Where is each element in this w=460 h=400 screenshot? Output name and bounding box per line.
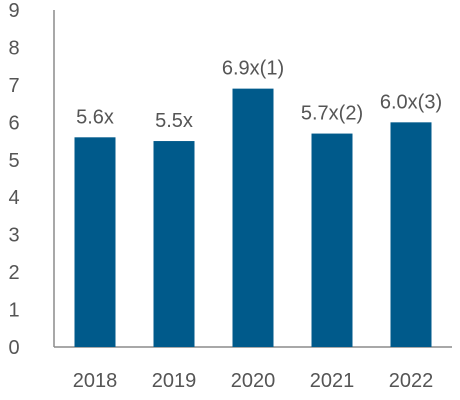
bar: [74, 137, 116, 347]
y-tick-label: 0: [8, 337, 19, 359]
data-label: 5.6x: [76, 106, 114, 128]
y-tick-label: 3: [8, 225, 19, 247]
data-label: 5.7x(2): [301, 103, 363, 125]
x-tick-label: 2021: [310, 370, 355, 392]
data-label: 6.0x(3): [380, 91, 442, 113]
data-label: 6.9x(1): [222, 58, 284, 80]
y-tick-label: 1: [8, 300, 19, 322]
bars: [74, 88, 432, 347]
bar: [232, 88, 274, 347]
bar: [153, 141, 195, 347]
y-tick-label: 6: [8, 112, 19, 134]
data-labels: 5.6x 5.5x 6.9x(1) 5.7x(2) 6.0x(3): [76, 58, 442, 132]
y-tick-label: 2: [8, 262, 19, 284]
x-tick-label: 2022: [389, 370, 434, 392]
y-tick-label: 7: [8, 75, 19, 97]
y-tick-label: 4: [8, 187, 19, 209]
data-label: 5.5x: [155, 110, 193, 132]
x-tick-label: 2018: [73, 370, 118, 392]
bar: [390, 122, 432, 347]
y-tick-labels: 0 1 2 3 4 5 6 7 8 9: [8, 0, 19, 359]
x-tick-label: 2020: [231, 370, 276, 392]
x-tick-label: 2019: [152, 370, 197, 392]
y-tick-label: 8: [8, 37, 19, 59]
y-tick-label: 5: [8, 150, 19, 172]
x-tick-labels: 2018 2019 2020 2021 2022: [73, 370, 434, 392]
y-tick-label: 9: [8, 0, 19, 22]
bar: [311, 133, 353, 347]
